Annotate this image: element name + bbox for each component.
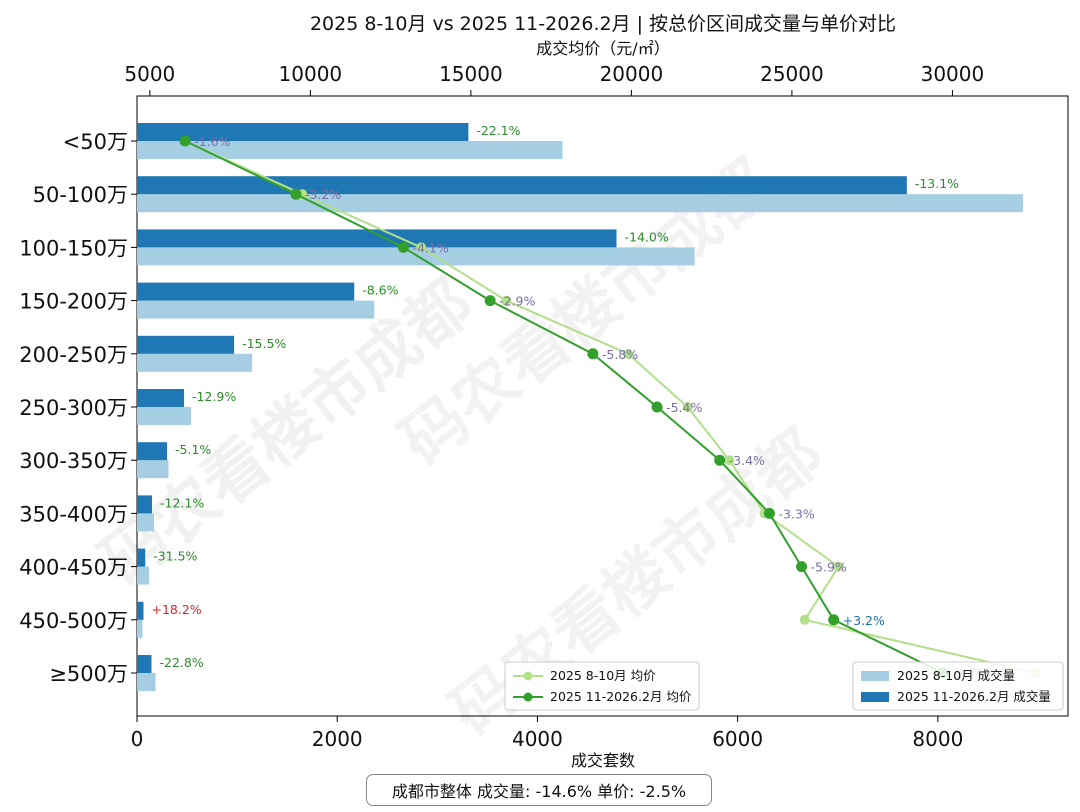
- legend-bar-label: 2025 11-2026.2月 成交量: [897, 689, 1051, 704]
- price-curr-point: [763, 507, 775, 519]
- price-curr-point: [484, 295, 496, 307]
- legend-line-marker: [523, 671, 533, 681]
- bar-change-label: -22.8%: [160, 655, 204, 670]
- price-prev-point: [623, 348, 634, 359]
- x-axis-label: 成交套数: [571, 751, 635, 770]
- price-curr-point: [587, 348, 599, 360]
- x-tick-label: 6000: [712, 727, 763, 751]
- price-prev-point: [416, 242, 427, 253]
- bar-change-label: -12.9%: [192, 389, 236, 404]
- bar-prev-period: [137, 566, 150, 585]
- bar-prev-period: [137, 194, 1023, 213]
- price-curr-point: [828, 614, 840, 626]
- price-curr-point: [290, 188, 302, 200]
- summary-box: 成都市整体 成交量: -14.6% 单价: -2.5%: [366, 774, 712, 806]
- chart-title: 2025 8-10月 vs 2025 11-2026.2月 | 按总价区间成交量…: [310, 13, 896, 35]
- bar-change-label: -12.1%: [160, 495, 204, 510]
- y-tick-label: 100-150万: [19, 236, 128, 260]
- price-curr-point: [796, 561, 808, 573]
- y-tick-label: 450-500万: [19, 609, 128, 633]
- x-tick-label: 0: [131, 727, 144, 751]
- bar-curr-period: [137, 601, 144, 620]
- price-prev-point: [682, 402, 693, 412]
- bar-prev-period: [137, 353, 253, 372]
- y-tick-label: 150-200万: [19, 290, 128, 314]
- bar-prev-period: [137, 247, 695, 266]
- bar-change-label: -31.5%: [153, 549, 197, 564]
- y-tick-label: ≥500万: [49, 662, 128, 686]
- y-tick-label: 50-100万: [33, 183, 128, 207]
- bar-curr-period: [137, 176, 907, 195]
- bar-prev-period: [137, 407, 192, 425]
- bar-prev-period: [137, 300, 375, 319]
- price-prev-point: [501, 295, 512, 306]
- y-tick-label: 400-450万: [19, 556, 128, 580]
- price-change-label: -1.6%: [194, 134, 230, 149]
- bar-curr-period: [137, 123, 469, 141]
- bar-prev-period: [137, 513, 155, 532]
- legend-lines-box: [504, 661, 700, 711]
- price-change-label: -4.1%: [412, 240, 448, 255]
- price-change-label: -3.2%: [305, 187, 341, 202]
- x2-tick-label: 20000: [600, 62, 664, 86]
- bar-prev-period: [137, 673, 156, 691]
- y-tick-label: 200-250万: [19, 343, 128, 367]
- price-change-label: -5.8%: [602, 347, 638, 362]
- x2-tick-label: 10000: [279, 62, 343, 86]
- bar-curr-period: [137, 442, 168, 461]
- price-change-label: -3.3%: [778, 506, 814, 521]
- bar-curr-period: [137, 389, 185, 407]
- y-tick-label: 300-350万: [19, 449, 128, 473]
- price-curr-point: [714, 454, 726, 466]
- price-change-label: -3.4%: [729, 453, 765, 468]
- bar-curr-period: [137, 335, 235, 354]
- legend-bar-label: 2025 8-10月 成交量: [897, 668, 1015, 683]
- price-change-label: -2.9%: [499, 294, 535, 309]
- legend-bar-swatch: [861, 692, 889, 702]
- price-prev-point: [833, 561, 844, 572]
- bar-change-label: -14.0%: [625, 229, 669, 244]
- price-change-label: -5.4%: [666, 400, 702, 415]
- x-tick-label: 2000: [312, 727, 363, 751]
- summary-text: 成都市整体 成交量: -14.6% 单价: -2.5%: [391, 782, 687, 801]
- bar-curr-period: [137, 229, 617, 248]
- x2-tick-label: 5000: [124, 62, 175, 86]
- price-curr-point: [397, 241, 409, 253]
- legend-line-label: 2025 11-2026.2月 均价: [550, 689, 692, 704]
- legend-bars-box: [852, 661, 1064, 711]
- bar-curr-period: [137, 655, 152, 673]
- y-tick-label: <50万: [63, 130, 128, 154]
- legend-line-marker: [523, 692, 533, 702]
- bar-change-label: -22.1%: [476, 123, 520, 138]
- price-change-label: -5.9%: [811, 560, 847, 575]
- bar-change-label: -5.1%: [175, 442, 211, 457]
- bar-change-label: -15.5%: [242, 336, 286, 351]
- price-prev-point: [799, 614, 810, 625]
- bar-prev-period: [137, 460, 169, 479]
- legend-bar-swatch: [861, 671, 889, 681]
- x2-axis-label: 成交均价（元/㎡）: [536, 39, 669, 58]
- bar-change-label: -8.6%: [362, 283, 398, 298]
- bar-prev-period: [137, 619, 143, 638]
- x-tick-label: 8000: [912, 727, 963, 751]
- bar-prev-period: [137, 141, 563, 159]
- y-tick-label: 350-400万: [19, 502, 128, 526]
- price-curr-point: [179, 135, 191, 147]
- bar-change-label: -13.1%: [915, 176, 959, 191]
- bar-curr-period: [137, 495, 153, 514]
- x2-tick-label: 15000: [439, 62, 503, 86]
- bar-change-label: +18.2%: [152, 602, 202, 617]
- x2-tick-label: 30000: [921, 62, 985, 86]
- price-change-label: +3.2%: [843, 613, 885, 628]
- bar-curr-period: [137, 282, 355, 301]
- x-tick-label: 4000: [512, 727, 563, 751]
- y-tick-label: 250-300万: [19, 396, 128, 420]
- x2-tick-label: 25000: [760, 62, 824, 86]
- legend-line-label: 2025 8-10月 均价: [550, 668, 656, 683]
- bar-curr-period: [137, 548, 146, 567]
- price-curr-point: [651, 401, 663, 413]
- price-prev-point: [724, 455, 735, 466]
